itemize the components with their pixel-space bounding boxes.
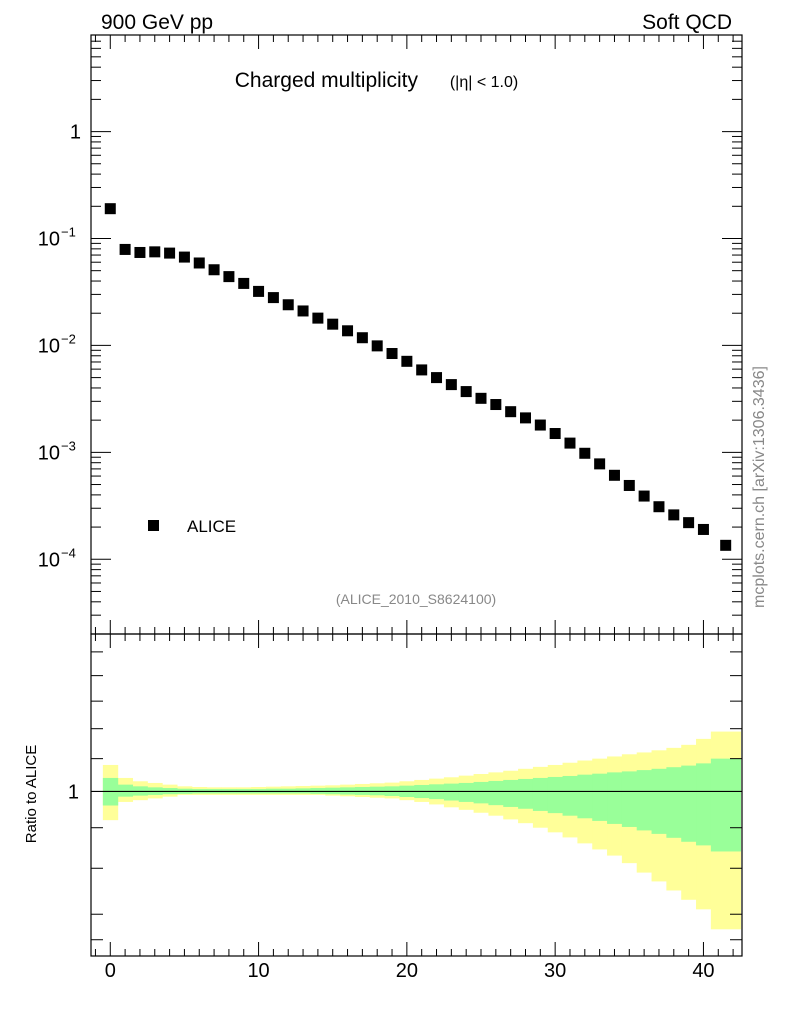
data-point — [697, 523, 709, 535]
ratio-band-inner-bin — [562, 775, 578, 816]
x-tick-label: 20 — [396, 960, 418, 982]
data-point — [475, 392, 487, 404]
ratio-axis-label: Ratio to ALICE — [23, 745, 40, 843]
y-tick-exponent: −1 — [61, 224, 76, 239]
legend-marker — [148, 520, 159, 531]
data-point — [134, 246, 146, 258]
ratio-panel: 0 10 20 30 40 1 — [68, 633, 743, 982]
data-point — [149, 246, 161, 258]
data-point — [312, 312, 324, 324]
ratio-band-inner-bin — [458, 782, 475, 802]
data-point — [327, 318, 339, 330]
chart-title-suffix: (|η| < 1.0) — [450, 74, 518, 91]
y-tick-exponent: −3 — [61, 438, 76, 453]
data-point — [342, 325, 354, 337]
ratio-band-inner-bin — [518, 778, 534, 809]
data-point — [401, 355, 413, 367]
data-point — [534, 419, 546, 431]
data-point — [178, 251, 190, 263]
data-point — [490, 399, 502, 411]
ratio-band-inner-bin — [592, 773, 608, 821]
ratio-band-inner-bin — [473, 781, 489, 804]
ratio-band-inner-bin — [696, 763, 712, 846]
x-tick-label: 30 — [544, 960, 566, 982]
data-point — [564, 437, 576, 449]
data-point — [460, 386, 472, 398]
side-reference-label: mcplots.cern.ch [arXiv:1306.3436] — [751, 366, 768, 608]
data-point — [356, 332, 368, 344]
data-point — [297, 305, 309, 317]
data-point — [683, 517, 695, 529]
data-point — [238, 277, 250, 289]
header-left-label: 900 GeV pp — [101, 11, 213, 34]
ratio-band-inner-bin — [681, 765, 697, 842]
data-point — [253, 285, 265, 297]
ratio-band-inner-bin — [666, 767, 682, 838]
data-point — [386, 348, 398, 360]
ratio-band-inner-bin — [532, 777, 549, 811]
y-tick-label: 10 — [38, 228, 60, 250]
data-point — [431, 372, 443, 384]
data-point — [164, 247, 176, 259]
ratio-band-inner-bin — [503, 779, 519, 807]
data-point — [519, 412, 531, 424]
x-tick-label: 40 — [692, 960, 714, 982]
ratio-band-inner-bin — [547, 776, 564, 814]
data-point — [594, 458, 606, 470]
data-point — [223, 271, 235, 283]
data-point — [720, 539, 732, 551]
main-frame — [90, 34, 743, 635]
analysis-label: (ALICE_2010_S8624100) — [336, 591, 496, 607]
y-tick-exponent: −2 — [61, 331, 76, 346]
header-right-label: Soft QCD — [642, 11, 732, 34]
data-point — [119, 243, 131, 255]
y-tick-label: 10 — [38, 442, 60, 464]
ratio-band-inner-bin — [651, 768, 667, 834]
data-point — [282, 299, 294, 311]
data-point — [416, 364, 428, 376]
data-point — [208, 264, 220, 276]
data-point — [608, 469, 620, 481]
ratio-band-inner-bin — [443, 783, 460, 801]
ratio-band-inner-bin — [607, 772, 623, 824]
ratio-band-inner-bin — [577, 774, 593, 819]
y-tick-label: 10 — [38, 549, 60, 571]
main-panel: 110−110−210−310−4 — [38, 34, 743, 635]
y-tick-exponent: −4 — [61, 545, 76, 560]
data-point — [267, 292, 279, 304]
x-tick-label: 0 — [105, 960, 116, 982]
data-point — [638, 490, 650, 502]
data-point — [445, 379, 457, 391]
ratio-band-inner-bin — [621, 771, 638, 827]
ratio-y-tick-label: 1 — [68, 781, 79, 803]
data-point — [579, 447, 591, 459]
data-point — [104, 203, 116, 215]
ratio-band-inner-bin — [488, 780, 504, 806]
data-point — [193, 257, 205, 269]
x-tick-label: 10 — [247, 960, 269, 982]
data-point — [505, 406, 517, 418]
data-point — [623, 479, 635, 491]
data-point — [371, 340, 383, 352]
y-tick-label: 10 — [38, 335, 60, 357]
data-point — [668, 509, 680, 521]
chart-title: Charged multiplicity — [235, 69, 419, 92]
data-point — [549, 428, 561, 440]
ratio-band-inner-bin — [117, 784, 134, 797]
ratio-band-inner-bin — [636, 770, 653, 831]
ratio-band-inner-bin — [710, 758, 742, 852]
legend-label: ALICE — [187, 517, 236, 536]
y-tick-label: 1 — [70, 122, 81, 144]
data-point — [653, 501, 665, 513]
ratio-frame — [90, 633, 743, 957]
